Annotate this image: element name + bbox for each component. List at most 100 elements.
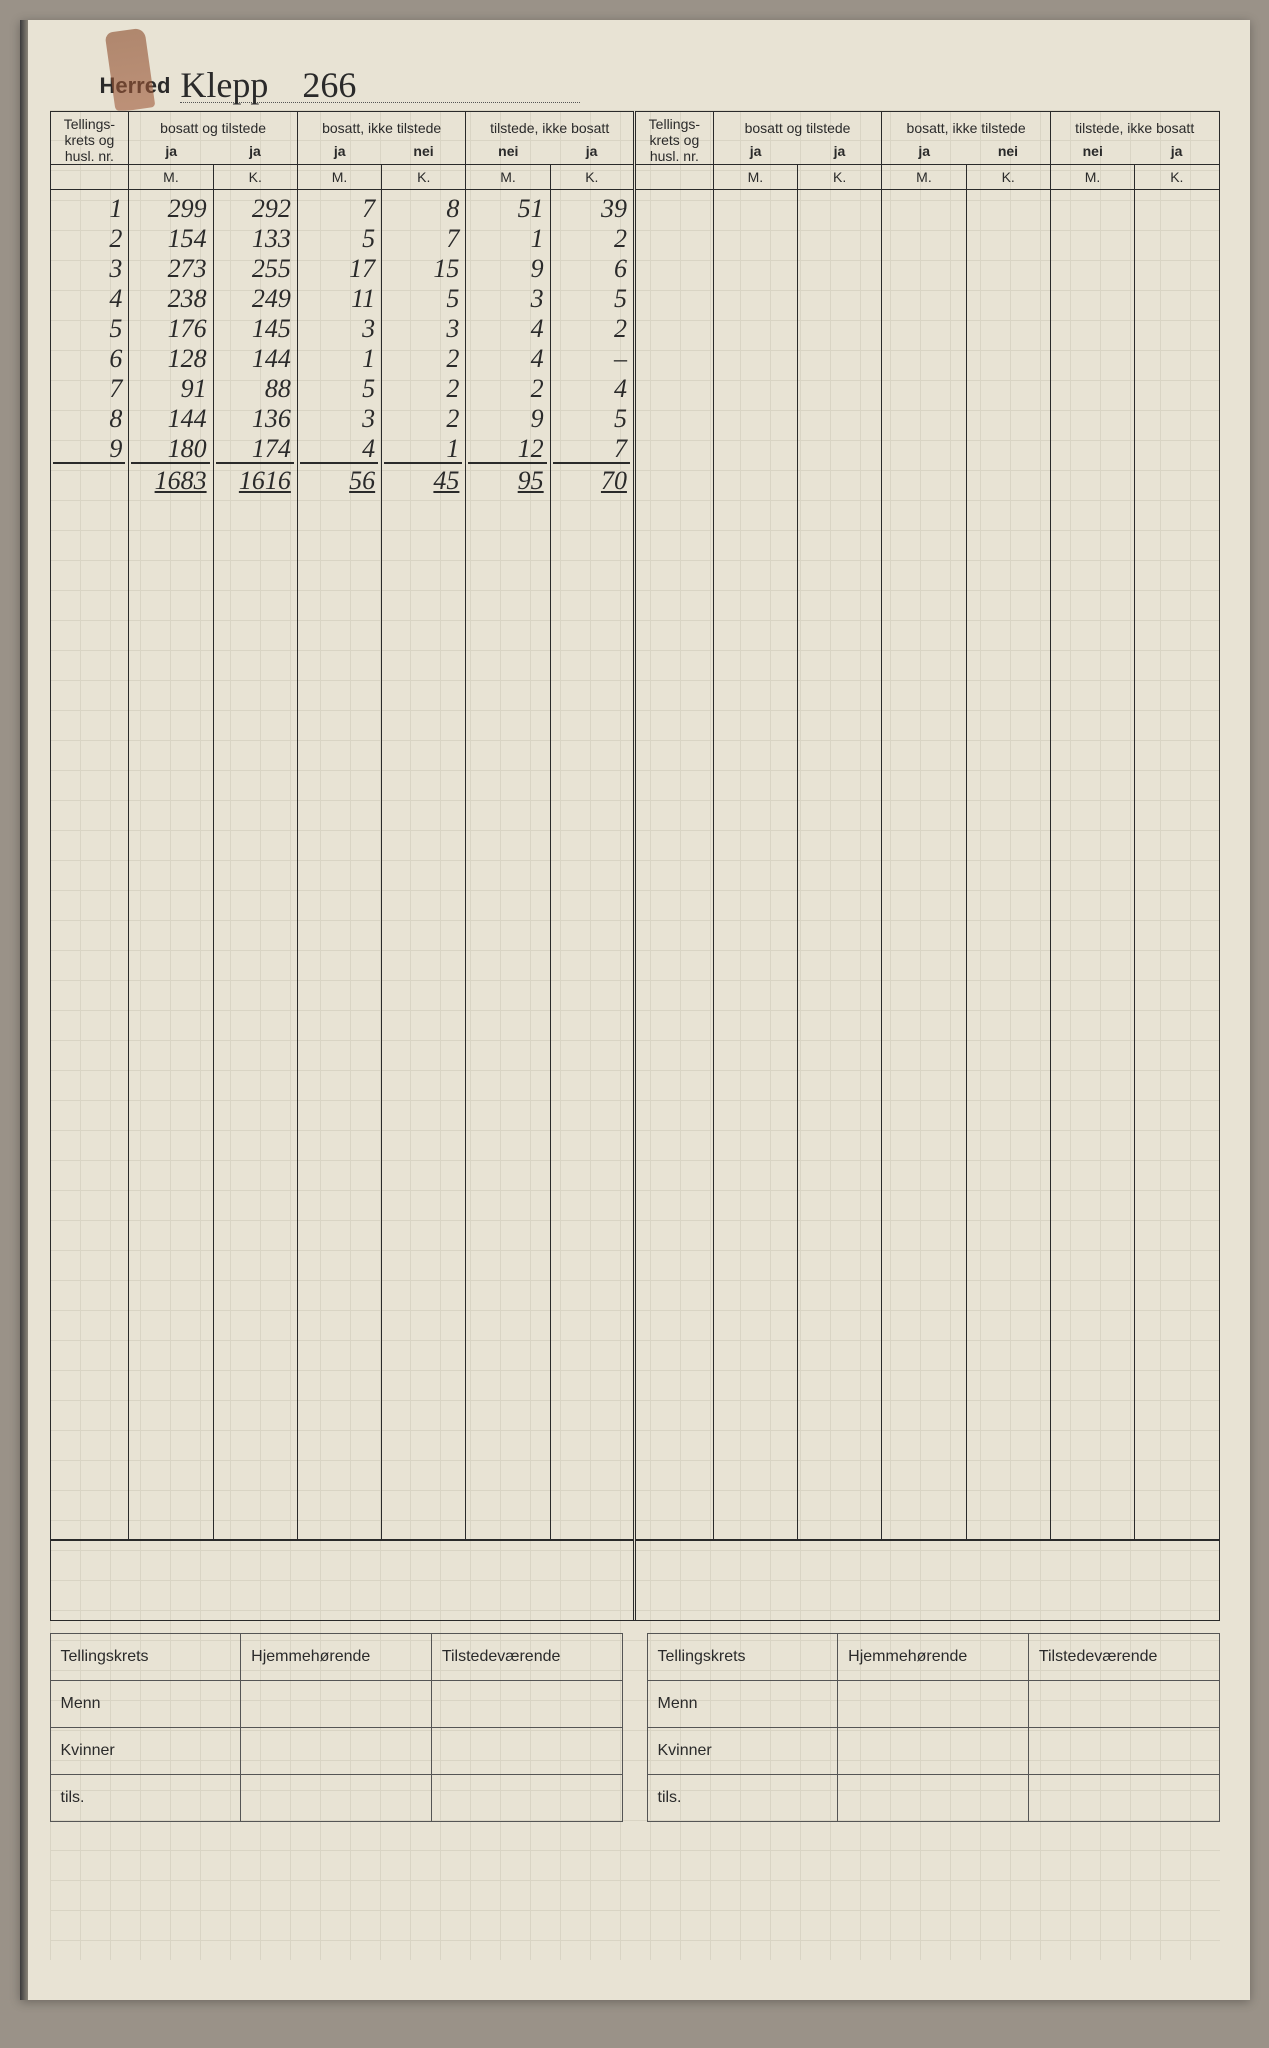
- hw-cell-id: 8: [51, 404, 129, 434]
- col-k: K.: [966, 165, 1050, 190]
- sum-cell: [241, 1727, 432, 1774]
- col-m: M.: [882, 165, 966, 190]
- hw-cell-g2m: 3: [298, 404, 381, 434]
- col-k: K.: [798, 165, 882, 190]
- header-row-1: Tellings-krets oghusl. nr. bosatt og til…: [50, 112, 1219, 140]
- sub-ja: ja: [713, 139, 797, 164]
- hw-cell-id: 2: [51, 224, 129, 254]
- hw-cell-g1m: 128: [129, 344, 212, 374]
- total-g2m: 56: [349, 466, 375, 496]
- hw-cell-id: 7: [51, 374, 129, 404]
- hw-cell-g3k: –: [551, 344, 633, 374]
- hw-cell-g2k: 1: [382, 434, 465, 464]
- data-col-empty: [634, 190, 713, 1540]
- data-col-g3m: 51193442912 95: [466, 190, 550, 1540]
- sub-ja: ja: [129, 139, 213, 164]
- gap-section: [50, 1541, 1220, 1621]
- data-col-empty: [798, 190, 882, 1540]
- sum-col-hjemme: Hjemmehørende: [241, 1633, 432, 1680]
- summary-row-kvinner: Kvinner: [50, 1727, 622, 1774]
- col-m: M.: [1050, 165, 1134, 190]
- data-body: 123456789 29915427323817612891144180 168…: [50, 190, 1219, 1540]
- hw-cell-g1m: 273: [129, 254, 212, 284]
- herred-number-handwritten: 266: [302, 64, 356, 106]
- data-col-empty: [713, 190, 797, 1540]
- summary-row-kvinner: Kvinner: [647, 1727, 1219, 1774]
- data-col-g2m: 75171131534 56: [297, 190, 381, 1540]
- hw-cell-g3m: 4: [466, 344, 549, 374]
- hw-cell-id: 4: [51, 284, 129, 314]
- header-row-3: M. K. M. K. M. K. M. K. M. K. M. K.: [50, 165, 1219, 190]
- blank: [634, 165, 713, 190]
- document-page: Herred Klepp 266 Tellings-krets oghusl. …: [20, 20, 1250, 2000]
- sum-cell: [838, 1727, 1029, 1774]
- sum-label-tils: tils.: [50, 1774, 241, 1821]
- data-col-id: 123456789: [50, 190, 129, 1540]
- hw-cell-g3k: 5: [551, 284, 633, 314]
- hw-cell-g3m: 51: [466, 194, 549, 224]
- hw-cell-g3m: 9: [466, 404, 549, 434]
- col-group3-title: tilstede, ikke bosatt: [466, 112, 635, 140]
- sum-label-kvinner: Kvinner: [647, 1727, 838, 1774]
- summary-right: Tellingskrets Hjemmehørende Tilstedevære…: [647, 1621, 1220, 1822]
- col-k: K.: [382, 165, 466, 190]
- hw-cell-g3k: 2: [551, 314, 633, 344]
- hw-cell-g2m: 3: [298, 314, 381, 344]
- sub-ja: ja: [1135, 139, 1219, 164]
- hw-cell-g2m: 1: [298, 344, 381, 374]
- herred-underline: Klepp 266: [180, 60, 580, 103]
- hw-cell-g1m: 238: [129, 284, 212, 314]
- census-table: Tellings-krets oghusl. nr. bosatt og til…: [50, 111, 1220, 1541]
- hw-cell-g1k: 144: [214, 344, 297, 374]
- summary-wrap: Tellingskrets Hjemmehørende Tilstedevære…: [50, 1621, 1220, 1822]
- hw-cell-g3k: 5: [551, 404, 633, 434]
- herred-name-handwritten: Klepp: [180, 64, 268, 106]
- hw-cell-g2k: 8: [382, 194, 465, 224]
- col-k: K.: [1135, 165, 1219, 190]
- hw-cell-g1m: 154: [129, 224, 212, 254]
- hw-cell-g3k: 7: [551, 434, 633, 464]
- sub-ja: ja: [297, 139, 381, 164]
- data-col-empty: [882, 190, 966, 1540]
- sub-ja: ja: [213, 139, 297, 164]
- hw-cell-g2m: 5: [298, 374, 381, 404]
- sub-nei: nei: [966, 139, 1050, 164]
- hw-cell-g2m: 5: [298, 224, 381, 254]
- hw-cell-g2m: 4: [298, 434, 381, 464]
- hw-cell-g1k: 249: [214, 284, 297, 314]
- total-g2k: 45: [433, 466, 459, 496]
- hw-cell-id: 1: [51, 194, 129, 224]
- summary-row-tils: tils.: [50, 1774, 622, 1821]
- main-table-wrap: Tellings-krets oghusl. nr. bosatt og til…: [50, 111, 1220, 1822]
- col-group3b-title: tilstede, ikke bosatt: [1050, 112, 1219, 140]
- hw-cell-id: 5: [51, 314, 129, 344]
- hw-cell-g1m: 180: [129, 434, 212, 464]
- hw-cell-g2m: 7: [298, 194, 381, 224]
- hw-cell-g2k: 15: [382, 254, 465, 284]
- sum-cell: [241, 1680, 432, 1727]
- col-tellingskrets: Tellings-krets oghusl. nr.: [50, 112, 129, 165]
- col-m: M.: [713, 165, 797, 190]
- col-group2b-title: bosatt, ikke tilstede: [882, 112, 1051, 140]
- sub-ja: ja: [798, 139, 882, 164]
- sub-nei: nei: [382, 139, 466, 164]
- sum-col-tilstede: Tilstedeværende: [431, 1633, 622, 1680]
- sum-cell: [838, 1680, 1029, 1727]
- gap-left: [51, 1541, 637, 1620]
- col-group1b-title: bosatt og tilstede: [713, 112, 882, 140]
- col-m: M.: [129, 165, 213, 190]
- sum-cell: [431, 1727, 622, 1774]
- hw-cell-id: 6: [51, 344, 129, 374]
- sum-cell: [838, 1774, 1029, 1821]
- hw-cell-g1k: 145: [214, 314, 297, 344]
- hw-cell-g2k: 2: [382, 404, 465, 434]
- hw-cell-g1k: 136: [214, 404, 297, 434]
- col-m: M.: [297, 165, 381, 190]
- summary-row-tils: tils.: [647, 1774, 1219, 1821]
- summary-left: Tellingskrets Hjemmehørende Tilstedevære…: [50, 1621, 623, 1822]
- data-col-g2k: 8715532221 45: [382, 190, 466, 1540]
- hw-cell-id: 3: [51, 254, 129, 284]
- blank: [50, 165, 129, 190]
- sum-col-tellingskrets: Tellingskrets: [50, 1633, 241, 1680]
- summary-row-menn: Menn: [647, 1680, 1219, 1727]
